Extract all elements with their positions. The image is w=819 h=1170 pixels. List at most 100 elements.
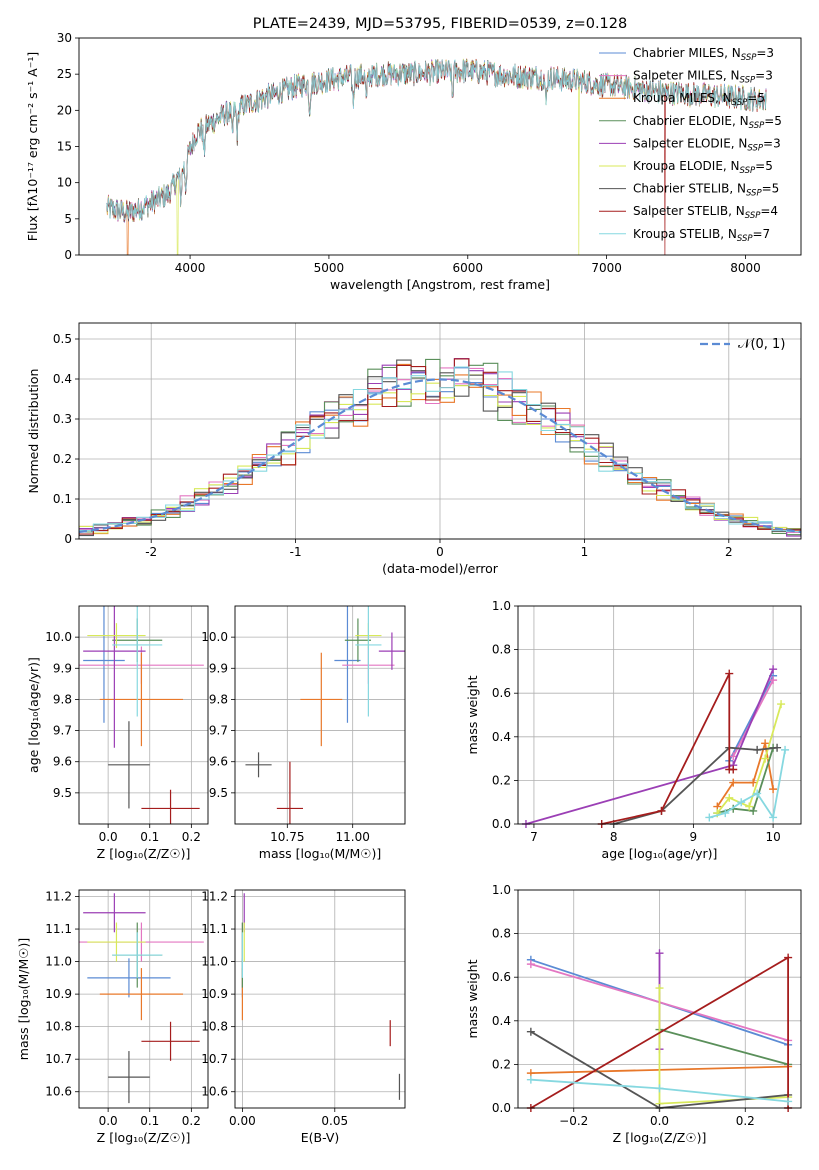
- legend-label-main: Kroupa STELIB, N: [633, 227, 737, 241]
- y-axis-label: mass weight: [465, 675, 480, 754]
- errorbar-chabrier_stelib: [108, 721, 150, 809]
- legend-label-tail: =5: [755, 159, 773, 173]
- series-point-kroupa_miles: [769, 785, 778, 794]
- mass_vs_ebv-points: [241, 893, 401, 1100]
- legend-label-tail: =3: [755, 69, 773, 83]
- y-tick-label: 0: [64, 248, 72, 262]
- series-point-kroupa_elodie: [655, 984, 664, 993]
- series-point-kroupa_stelib: [753, 789, 762, 798]
- series-kroupa_elodie: [655, 984, 793, 1108]
- y-tick-label: 0: [64, 532, 72, 546]
- y-tick-label: 0.2: [53, 452, 72, 466]
- y-tick-label: 9.6: [53, 755, 72, 769]
- y-tick-label: 10.6: [201, 1085, 228, 1099]
- y-tick-label: 11.1: [201, 922, 228, 936]
- plot-frame: [78, 889, 209, 1109]
- legend-entry-kroupa_elodie: Kroupa ELODIE, NSSP=5: [599, 159, 773, 176]
- y-tick-label: 0.2: [492, 1057, 511, 1071]
- series-point-salpeter_miles: [526, 960, 535, 969]
- series-point-kroupa_elodie: [745, 802, 754, 811]
- plot-frame: [234, 889, 406, 1109]
- histogram-salpeter_stelib: [79, 358, 801, 535]
- y-tick-label: 9.7: [209, 724, 228, 738]
- gaussian-curve: [79, 378, 801, 534]
- plot-frame: [517, 605, 802, 825]
- y-tick-label: 1.0: [492, 599, 511, 613]
- series-point-salpeter_stelib: [725, 669, 734, 678]
- x-tick-label: 8000: [730, 261, 761, 275]
- y-axis-label: Flux [fλ10⁻¹⁷ erg cm⁻² s⁻¹ A⁻¹]: [25, 52, 40, 241]
- x-axis-label: age [log₁₀(age/yr)]: [602, 846, 718, 861]
- y-tick-label: 9.5: [209, 786, 228, 800]
- legend-label-tail: =3: [756, 46, 774, 60]
- y-tick-label: 0.6: [492, 970, 511, 984]
- legend-label-sub: SSP: [737, 234, 753, 244]
- x-axis-label: Z [log₁₀(Z/Z☉)]: [97, 1130, 191, 1145]
- residuals-panel: -2 -1 0 1 2 0 0.1 0.2 0.3 0.4 0.5 (data-model)/erro…: [26, 322, 802, 576]
- errorbar-kroupa_stelib: [112, 606, 163, 717]
- y-axis-label: mass [log₁₀(M/M☉)]: [16, 938, 31, 1060]
- legend-label: Salpeter MILES, NSSP=3: [633, 69, 773, 86]
- x-tick-label: 0.0: [99, 830, 118, 844]
- series-point-kroupa_stelib: [655, 1084, 664, 1093]
- x-axis-label: Z [log₁₀(Z/Z☉)]: [613, 1130, 707, 1145]
- errorbar-chabrier_stelib: [108, 1051, 150, 1104]
- legend-label: Chabrier ELODIE, NSSP=5: [633, 114, 782, 131]
- chart-title: PLATE=2439, MJD=53795, FIBERID=0539, z=0…: [253, 16, 627, 32]
- legend-label-sub: SSP: [749, 121, 765, 131]
- y-tick-label: 10.7: [201, 1052, 228, 1066]
- mass_weight_vs_age-panel: 7 8 9 10 0.0 0.2 0.4 0.6 0.8 1.0 age [log₁₀(age/yr…: [465, 599, 802, 861]
- x-tick-label: 0.1: [140, 1114, 159, 1128]
- y-tick-label: 5: [64, 212, 72, 226]
- legend-label: Kroupa STELIB, NSSP=7: [633, 227, 770, 244]
- x-tick-label: 10.75: [270, 830, 304, 844]
- plot-frame: [234, 605, 406, 825]
- legend-label-sub: SSP: [741, 53, 757, 63]
- mass_vs_ebv-panel: 0.00 0.05 10.6 10.7 10.8 10.9 11.0 11.1 11.2 E(B-…: [201, 889, 406, 1145]
- legend-label-main: Salpeter ELODIE, N: [633, 136, 747, 150]
- series-point-kroupa_stelib: [526, 1075, 535, 1084]
- series-point-chabrier_stelib: [753, 745, 762, 754]
- series-kroupa_elodie: [713, 700, 786, 818]
- x-tick-label: 0.0: [650, 1114, 669, 1128]
- plot-frame: [78, 322, 802, 540]
- errorbar-salpeter_elodie: [378, 632, 405, 670]
- legend-label-main: Chabrier STELIB, N: [633, 182, 746, 196]
- y-tick-label: 0.1: [53, 492, 72, 506]
- errorbar-kroupa_elodie: [87, 623, 146, 649]
- legend-label-gaussian: 𝒩(0, 1): [738, 337, 785, 352]
- legend-label: Salpeter STELIB, NSSP=4: [633, 204, 778, 221]
- errorbar-kroupa_miles: [99, 652, 184, 747]
- x-tick-label: 0.2: [182, 1114, 201, 1128]
- series-point-kroupa_miles: [761, 739, 770, 748]
- legend-label-tail: =7: [753, 227, 771, 241]
- legend-label-tail: =5: [747, 91, 765, 105]
- plot-frame: [517, 889, 802, 1109]
- y-tick-label: 10.9: [45, 987, 72, 1001]
- x-tick-label: 0.05: [321, 1114, 348, 1128]
- series-kroupa_stelib: [705, 745, 790, 822]
- series-point-salpeter_stelib: [784, 953, 793, 962]
- series-point-salpeter_elodie: [655, 949, 664, 958]
- errorbar-salpeter_stelib: [276, 761, 303, 824]
- x-tick-label: 7000: [591, 261, 622, 275]
- y-tick-label: 15: [57, 140, 72, 154]
- y-tick-label: 10.7: [45, 1052, 72, 1066]
- age_vs_Z-points: [79, 606, 204, 824]
- y-tick-label: 10.6: [45, 1085, 72, 1099]
- legend-entry-chabrier_elodie: Chabrier ELODIE, NSSP=5: [599, 114, 782, 131]
- y-tick-label: 10.0: [201, 630, 228, 644]
- y-tick-label: 0.4: [492, 1014, 511, 1028]
- legend-label: Chabrier MILES, NSSP=3: [633, 46, 774, 63]
- errorbar-chabrier_miles: [83, 606, 125, 723]
- y-axis-label: Normed distribution: [26, 369, 41, 494]
- mass_weight_vs_Z-panel: −0.2 0.0 0.2 0.0 0.2 0.4 0.6 0.8 1.0 Z [log₁₀(Z/Z…: [465, 883, 802, 1145]
- legend-label: Kroupa MILES, NSSP=5: [633, 91, 765, 108]
- x-tick-label: 0: [436, 545, 444, 559]
- legend-label-main: Salpeter MILES, N: [633, 69, 740, 83]
- y-tick-label: 25: [57, 67, 72, 81]
- series-point-kroupa_miles: [749, 778, 758, 787]
- y-tick-label: 9.7: [53, 724, 72, 738]
- legend-label-sub: SSP: [740, 166, 756, 176]
